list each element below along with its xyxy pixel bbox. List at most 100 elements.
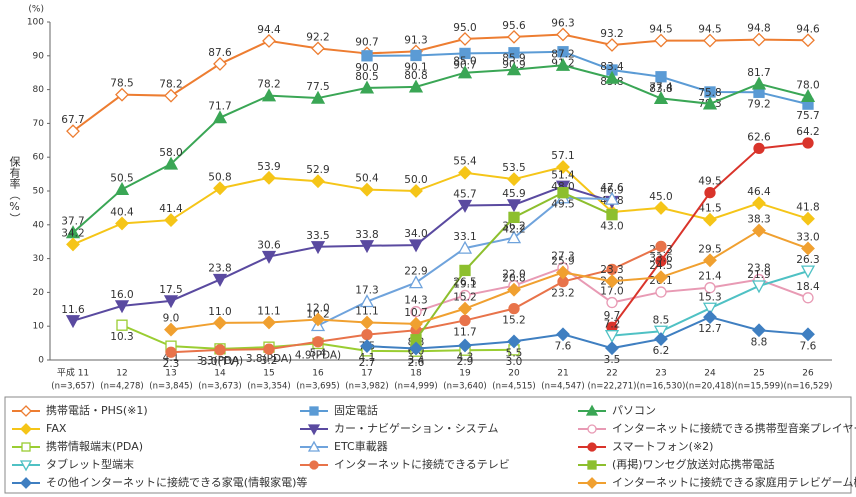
data-label: 91.3 <box>404 34 427 46</box>
legend-label: カー・ナビゲーション・システム <box>334 422 498 435</box>
data-point <box>361 328 373 341</box>
data-label: 23.2 <box>551 288 574 300</box>
data-label: 42.2 <box>502 223 525 235</box>
data-label: 90.1 <box>404 61 427 73</box>
legend-label: スマートフォン(※2) <box>612 440 713 453</box>
data-label: 17.5 <box>159 284 182 296</box>
data-point <box>164 88 178 103</box>
data-point <box>555 57 571 71</box>
data-label: 34.0 <box>404 228 427 240</box>
data-point <box>702 96 718 110</box>
data-label: 11.1 <box>355 305 378 317</box>
x-tick-label: 26 <box>802 369 814 379</box>
series: 2.33.0(TV)3.25.47.58.811.715.223.226.833… <box>163 240 673 370</box>
data-label: 34.2 <box>61 227 84 239</box>
x-tick-label: 25 <box>753 369 764 379</box>
data-point <box>359 80 375 94</box>
data-label: 94.5 <box>698 24 721 36</box>
data-point <box>213 181 227 196</box>
data-label: 58.0 <box>159 147 182 159</box>
data-point <box>801 33 815 48</box>
data-point <box>409 341 423 356</box>
data-point <box>655 240 667 253</box>
data-label: 90.0 <box>355 62 378 74</box>
data-point <box>164 213 178 227</box>
data-label: 83.8 <box>649 83 672 95</box>
data-label: 45.9 <box>502 188 525 200</box>
data-point <box>508 302 520 315</box>
data-label: 87.2 <box>551 48 574 60</box>
legend-marker <box>20 423 32 435</box>
y-tick-label: 10 <box>33 322 45 332</box>
data-point <box>507 172 521 187</box>
data-label: 52.9 <box>306 164 329 176</box>
data-point <box>556 265 570 280</box>
data-point <box>115 216 129 231</box>
data-label: 4.9(PDA) <box>295 349 341 361</box>
series: 11.6 16.0 17.5 23.8 30.6 33.5 33.8 34.0 45.7 45.9… <box>61 169 624 329</box>
y-tick-label: 70 <box>33 119 45 129</box>
data-point <box>361 50 373 62</box>
data-label: 3.0(TV) <box>201 356 240 368</box>
data-label: 49.5 <box>698 176 721 188</box>
y-tick-label: 40 <box>33 220 45 230</box>
data-point <box>800 89 816 103</box>
series: 6.026.542.249.543.0 <box>408 187 624 358</box>
y-unit: (%) <box>28 5 44 15</box>
series: 9.0 11.0 11.1 12.0 11.1 10.7 15.2 20.8 25.9 23.3 2… <box>163 214 820 337</box>
data-label: 8.8 <box>751 336 768 348</box>
data-label: 27.3 <box>551 251 574 263</box>
series-line <box>72 185 613 322</box>
x-tick-label: 17 <box>361 369 372 379</box>
data-label: 16.0 <box>110 289 133 301</box>
data-point <box>458 31 472 46</box>
data-point <box>360 339 374 354</box>
data-label: 53.9 <box>257 161 280 173</box>
data-point <box>459 289 471 302</box>
data-label: 49.5 <box>551 199 574 211</box>
data-label: 94.6 <box>796 23 820 35</box>
data-label: 12.7 <box>698 323 721 335</box>
data-label: 47.6 <box>600 182 624 194</box>
data-point <box>606 209 618 221</box>
legend-box <box>4 396 852 494</box>
data-point <box>262 315 276 330</box>
data-point <box>164 322 178 337</box>
series: 9.729.349.562.664.2 <box>604 126 820 333</box>
legend-label: 携帯電話・PHS(※1) <box>46 403 148 417</box>
y-tick-label: 80 <box>33 85 45 95</box>
data-label: 9.7 <box>604 310 621 322</box>
data-label: 15.3 <box>698 291 721 303</box>
series-line <box>72 165 809 246</box>
y-tick-label: 30 <box>33 254 45 264</box>
data-point <box>704 282 716 294</box>
data-label: 33.6 <box>649 252 673 264</box>
data-point <box>752 32 766 47</box>
data-point <box>213 56 227 71</box>
legend-label: パソコン <box>612 404 656 417</box>
sample-size: (n=22,271) <box>588 382 637 392</box>
data-label: 64.2 <box>796 126 819 138</box>
data-label: 20.8 <box>502 273 525 285</box>
data-label: 77.5 <box>306 81 329 93</box>
data-label: 45.7 <box>453 189 476 201</box>
data-label: 81.7 <box>747 67 770 79</box>
data-label: 10.7 <box>404 307 427 319</box>
data-point <box>212 110 228 124</box>
data-label: 33.1 <box>453 231 476 243</box>
x-tick-label: 18 <box>410 369 422 379</box>
data-point <box>556 160 570 174</box>
data-point <box>506 230 522 244</box>
data-point <box>410 306 422 318</box>
data-point <box>459 314 471 327</box>
data-label: 18.4 <box>796 281 820 293</box>
data-point <box>654 33 668 48</box>
data-label: 6.2 <box>653 345 670 357</box>
data-label: 37.7 <box>61 216 84 228</box>
data-point <box>408 79 424 93</box>
data-label: 96.3 <box>551 18 574 30</box>
data-point <box>604 70 620 84</box>
data-label: 11.6 <box>61 304 85 316</box>
data-label: 67.7 <box>61 114 84 126</box>
legend-label: インターネットに接続できるテレビ <box>334 457 510 471</box>
